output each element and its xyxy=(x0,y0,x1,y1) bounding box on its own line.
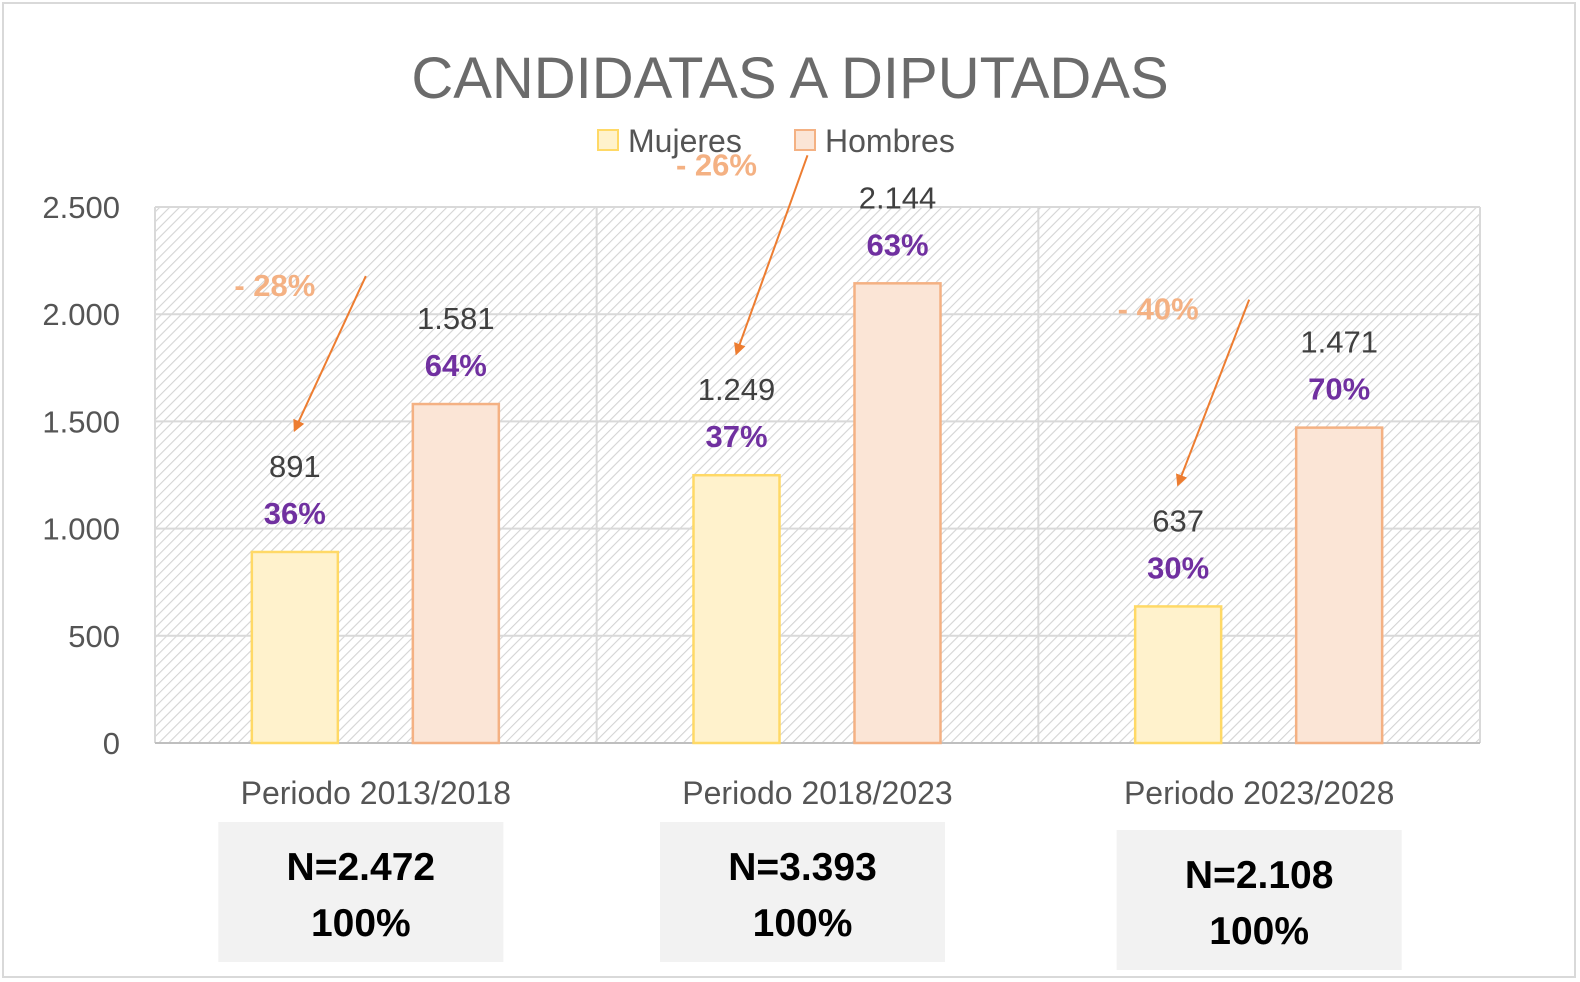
bars xyxy=(250,282,1384,745)
bar-hombres xyxy=(411,402,501,745)
difference-label: - 40% xyxy=(1118,292,1199,327)
difference-arrow xyxy=(293,275,367,433)
totals: N=2.472 100% N=3.393 100% N=2.108 100% xyxy=(218,822,1402,970)
x-axis: Periodo 2013/2018 Periodo 2018/2023 Period… xyxy=(241,775,1395,811)
gridlines xyxy=(154,206,1481,744)
percent-label-mujeres: 37% xyxy=(705,419,767,454)
legend: Mujeres Hombres xyxy=(597,123,955,159)
value-label-mujeres: 637 xyxy=(1152,503,1204,538)
legend-swatch-mujeres xyxy=(597,129,619,151)
bar-hombres xyxy=(853,282,942,745)
percent-label-mujeres: 36% xyxy=(264,496,326,531)
bar-mujeres xyxy=(1133,605,1223,745)
total-box xyxy=(1116,830,1402,970)
y-tick-label: 0 xyxy=(103,726,120,761)
x-category-label: Periodo 2013/2018 xyxy=(241,775,511,811)
total-n-label: N=2.108 xyxy=(1185,854,1334,897)
legend-label-hombres: Hombres xyxy=(825,123,955,159)
percent-label-hombres: 63% xyxy=(866,227,928,262)
value-label-hombres: 2.144 xyxy=(859,180,937,215)
percent-label-mujeres: 30% xyxy=(1147,550,1209,585)
difference-label: - 26% xyxy=(676,147,757,182)
total-n-label: N=2.472 xyxy=(287,846,436,889)
difference-arrow xyxy=(734,154,809,356)
total-percent-label: 100% xyxy=(1209,910,1309,953)
total-box xyxy=(218,822,504,962)
y-tick-label: 1.000 xyxy=(42,512,120,547)
total-percent-label: 100% xyxy=(311,902,411,945)
plot-area xyxy=(155,207,1480,743)
percent-label-hombres: 64% xyxy=(425,348,487,383)
total-box xyxy=(660,822,945,962)
value-label-mujeres: 1.249 xyxy=(698,372,776,407)
chart-title: CANDIDATAS A DIPUTADAS xyxy=(411,46,1168,111)
legend-swatch-hombres xyxy=(794,129,816,151)
value-label-hombres: 1.581 xyxy=(417,301,495,336)
bar-mujeres xyxy=(692,473,781,745)
difference-label: - 28% xyxy=(234,268,315,303)
y-tick-label: 1.500 xyxy=(42,404,120,439)
percent-label-hombres: 70% xyxy=(1308,372,1370,407)
bar-mujeres xyxy=(250,550,340,745)
total-percent-label: 100% xyxy=(753,902,853,945)
data-labels: 891 36% 1.581 64% - 28% 1.249 37% 2.144 63% - 26%… xyxy=(234,147,1378,585)
y-tick-label: 2.500 xyxy=(42,190,120,225)
bar-hombres xyxy=(1294,426,1384,745)
difference-arrow xyxy=(1176,299,1251,487)
y-tick-label: 500 xyxy=(68,619,120,654)
y-tick-label: 2.000 xyxy=(42,297,120,332)
y-axis: 0 500 1.000 1.500 2.000 2.500 xyxy=(42,190,120,761)
total-n-label: N=3.393 xyxy=(728,846,877,889)
value-label-hombres: 1.471 xyxy=(1300,325,1378,360)
x-category-label: Periodo 2018/2023 xyxy=(682,775,952,811)
value-label-mujeres: 891 xyxy=(269,449,321,484)
x-category-label: Periodo 2023/2028 xyxy=(1124,775,1394,811)
legend-label-mujeres: Mujeres xyxy=(628,123,742,159)
